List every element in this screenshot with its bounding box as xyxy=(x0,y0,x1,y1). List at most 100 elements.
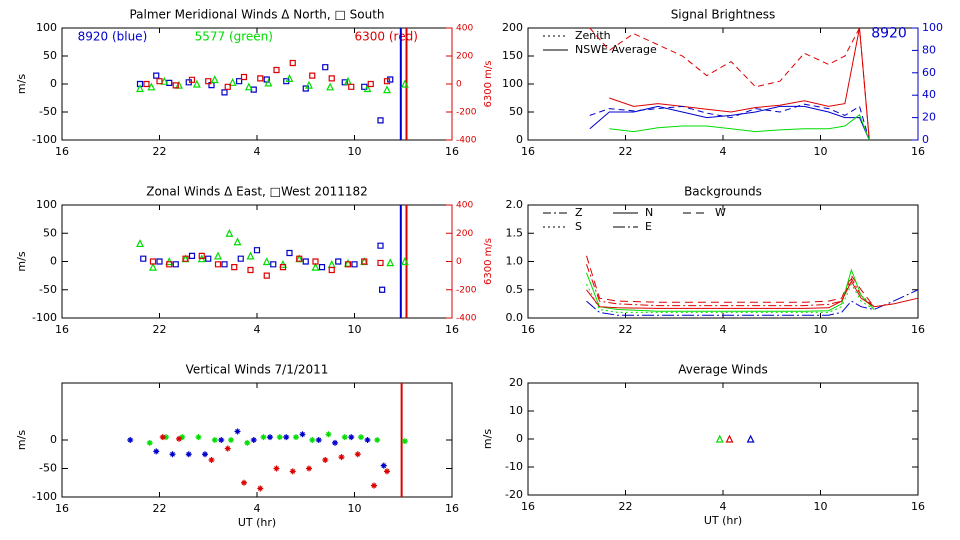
x-tick-label: 10 xyxy=(814,145,828,158)
y-tick-label: 150 xyxy=(502,49,523,62)
data-point xyxy=(746,434,755,443)
data-point xyxy=(210,75,219,84)
plot-frame xyxy=(61,204,453,319)
data-point xyxy=(273,465,280,472)
series-line xyxy=(586,280,919,309)
x-tick-label: 16 xyxy=(521,500,535,513)
data-point xyxy=(354,451,361,458)
data-point xyxy=(188,252,196,259)
y2-tick-label: 400 xyxy=(456,24,473,34)
data-point xyxy=(367,80,374,88)
data-point xyxy=(237,255,244,262)
y-tick-label: 0 xyxy=(516,432,523,445)
y-tick-label: -100 xyxy=(32,490,57,503)
data-point xyxy=(344,258,352,267)
x-tick-label: 16 xyxy=(911,145,925,158)
data-point xyxy=(715,434,724,443)
x-tick-label: 10 xyxy=(348,145,362,158)
data-point xyxy=(302,258,309,265)
y2-tick-label: -400 xyxy=(456,314,477,324)
data-point xyxy=(286,249,293,257)
annotation: 6300 (red) xyxy=(355,29,418,43)
data-point xyxy=(377,242,384,249)
data-point xyxy=(153,448,160,455)
data-point xyxy=(276,434,283,441)
y2-tick-label: 40 xyxy=(922,88,936,101)
data-point xyxy=(374,437,381,443)
data-point xyxy=(156,258,163,265)
x-tick-label: 16 xyxy=(521,323,535,336)
data-point xyxy=(198,252,205,259)
x-tick-label: 16 xyxy=(55,145,69,158)
data-point xyxy=(253,247,261,254)
data-point xyxy=(146,439,153,446)
data-point xyxy=(341,434,348,441)
y-tick-label: 50 xyxy=(43,226,57,239)
data-point xyxy=(208,456,215,463)
y-tick-label: -50 xyxy=(39,283,57,296)
x-tick-label: 10 xyxy=(348,323,362,336)
x-tick-label: 16 xyxy=(911,323,925,336)
data-point xyxy=(344,76,352,85)
y-tick-label: 20 xyxy=(509,376,523,389)
y2-tick-label: 0 xyxy=(922,133,929,146)
data-point xyxy=(384,468,390,475)
y-tick-label: 10 xyxy=(509,404,523,417)
y2-tick-label: 0 xyxy=(456,257,462,267)
data-point xyxy=(211,437,218,443)
data-point xyxy=(386,258,395,267)
data-point xyxy=(224,445,231,452)
y-tick-label: 0 xyxy=(516,133,523,146)
data-point xyxy=(192,79,201,88)
legend-label: Zenith xyxy=(575,29,611,42)
y2-tick-label: -200 xyxy=(456,108,477,118)
data-point xyxy=(163,434,169,441)
data-point xyxy=(358,434,364,441)
plot-frame xyxy=(61,382,453,498)
x-tick-label: 4 xyxy=(720,500,727,513)
x-tick-label: 22 xyxy=(619,145,633,158)
x-axis-label: UT (hr) xyxy=(238,516,276,529)
data-point xyxy=(264,78,273,87)
data-point xyxy=(234,428,241,435)
x-tick-label: 16 xyxy=(55,323,69,336)
y-tick-label: 2.0 xyxy=(506,198,524,211)
data-point xyxy=(214,251,222,260)
y2-tick-label: 0 xyxy=(456,80,462,90)
data-point xyxy=(328,266,335,274)
data-point xyxy=(344,261,352,268)
data-point xyxy=(205,255,212,262)
data-point xyxy=(351,261,358,268)
legend-label: N xyxy=(645,206,653,219)
data-point xyxy=(160,76,169,85)
data-point xyxy=(309,437,316,443)
data-point xyxy=(270,261,277,268)
data-point xyxy=(260,434,267,441)
data-point xyxy=(361,258,368,265)
y-tick-label: 0 xyxy=(50,255,57,268)
y2-tick-label: -200 xyxy=(456,285,477,295)
y-tick-label: -20 xyxy=(505,488,523,501)
data-point xyxy=(224,83,231,90)
y-axis-label: m/s xyxy=(481,429,494,449)
annotation: 8920 xyxy=(871,26,907,42)
data-point xyxy=(214,261,222,268)
data-point xyxy=(377,117,384,124)
data-point xyxy=(305,80,313,89)
y2-tick-label: 200 xyxy=(456,229,473,239)
data-point xyxy=(172,82,179,89)
y-tick-label: -10 xyxy=(505,460,523,473)
y-tick-label: 1.0 xyxy=(506,255,524,268)
data-point xyxy=(322,456,329,463)
data-point xyxy=(153,72,160,79)
series-line xyxy=(586,268,875,312)
data-point xyxy=(279,264,287,271)
y-tick-label: -50 xyxy=(39,105,57,118)
x-tick-label: 10 xyxy=(348,502,362,515)
y-tick-label: -50 xyxy=(39,462,57,475)
data-point xyxy=(140,255,147,262)
x-tick-label: 10 xyxy=(814,323,828,336)
y-axis-label: m/s xyxy=(15,430,28,450)
chart-title: Vertical Winds 7/1/2011 xyxy=(186,363,329,377)
data-point xyxy=(318,264,326,271)
